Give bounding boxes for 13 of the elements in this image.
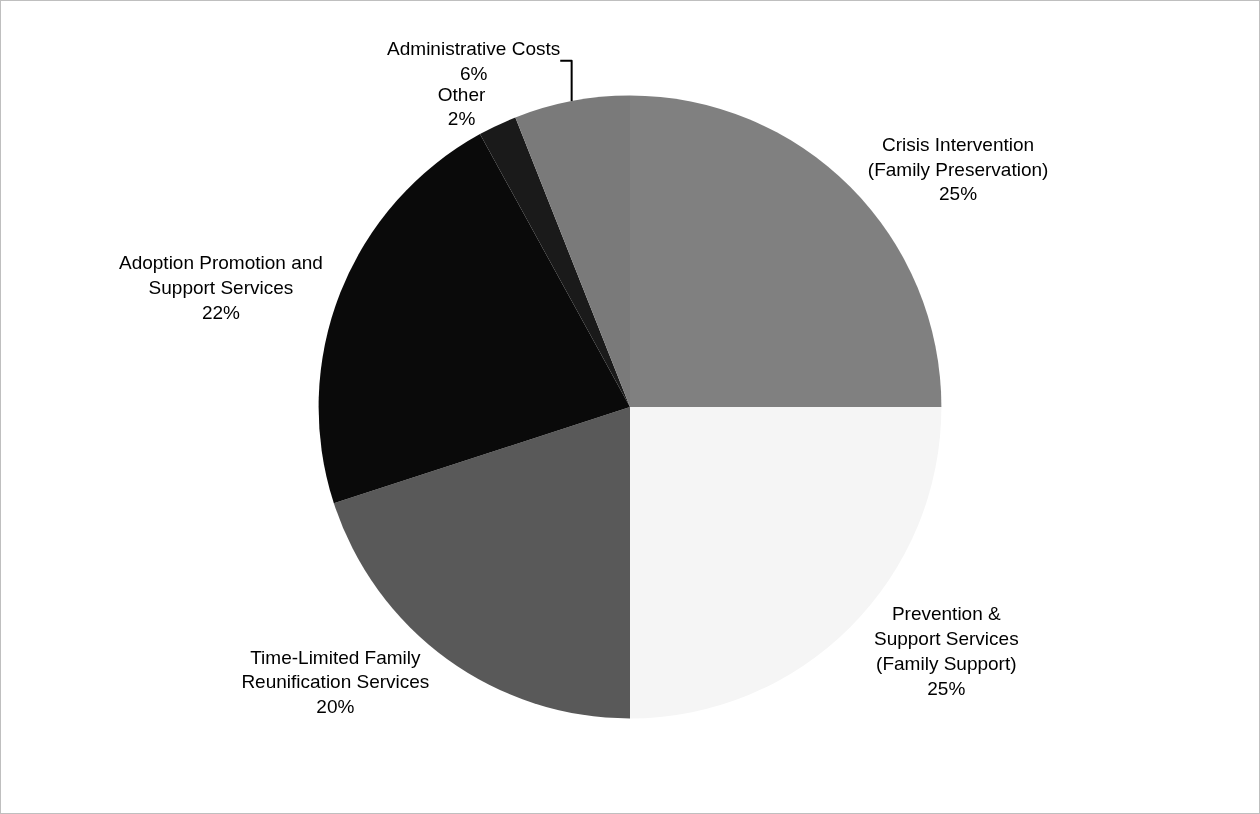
data-label: 25% [939,183,978,205]
slice-label: Other [437,83,486,105]
data-label: 6% [459,62,488,84]
slice-label: Adoption Promotion and Support Services [118,252,323,299]
slice-label: Administrative Costs [387,37,561,59]
slice-label: Crisis Intervention (Family Preservation) [867,134,1049,180]
data-label: 22% [201,301,241,323]
data-label: 25% [927,677,966,699]
data-label: 20% [316,696,355,718]
slice-label: Time-Limited Family Reunification Services [241,646,430,693]
data-label: 2% [447,108,476,130]
slice-label: Prevention & Support Services (Family Support) [873,603,1019,674]
pie-slice [479,117,630,407]
